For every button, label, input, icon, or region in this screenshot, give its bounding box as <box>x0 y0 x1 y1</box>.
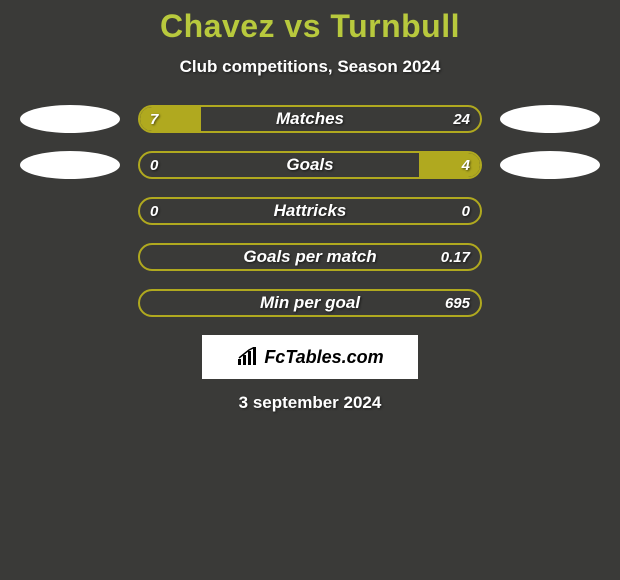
stat-value-right: 0.17 <box>441 245 470 269</box>
bars-icon <box>236 347 260 367</box>
stat-label: Matches <box>140 107 480 131</box>
spacer <box>500 243 600 271</box>
stat-bar: Goals per match0.17 <box>138 243 482 271</box>
player-badge-right <box>500 105 600 133</box>
comparison-row: 7Matches24 <box>0 105 620 133</box>
stat-bar: 7Matches24 <box>138 105 482 133</box>
stat-bar: 0Hattricks0 <box>138 197 482 225</box>
comparison-row: Goals per match0.17 <box>0 243 620 271</box>
logo-text: FcTables.com <box>264 347 383 368</box>
stat-value-right: 4 <box>462 153 470 177</box>
player-badge-left <box>20 105 120 133</box>
spacer <box>20 243 120 271</box>
spacer <box>500 289 600 317</box>
spacer <box>20 197 120 225</box>
logo: FcTables.com <box>236 347 383 368</box>
spacer <box>500 197 600 225</box>
comparison-infographic: Chavez vs Turnbull Club competitions, Se… <box>0 0 620 413</box>
player-badge-right <box>500 151 600 179</box>
subtitle: Club competitions, Season 2024 <box>0 57 620 77</box>
stat-bar: 0Goals4 <box>138 151 482 179</box>
stat-bar: Min per goal695 <box>138 289 482 317</box>
stat-value-right: 0 <box>462 199 470 223</box>
page-title: Chavez vs Turnbull <box>0 8 620 45</box>
stat-value-right: 695 <box>445 291 470 315</box>
comparison-row: 0Goals4 <box>0 151 620 179</box>
stat-label: Hattricks <box>140 199 480 223</box>
player-badge-left <box>20 151 120 179</box>
comparison-row: Min per goal695 <box>0 289 620 317</box>
stat-label: Goals per match <box>140 245 480 269</box>
comparison-row: 0Hattricks0 <box>0 197 620 225</box>
stat-value-right: 24 <box>453 107 470 131</box>
comparison-rows: 7Matches240Goals40Hattricks0Goals per ma… <box>0 105 620 317</box>
date: 3 september 2024 <box>0 393 620 413</box>
spacer <box>20 289 120 317</box>
stat-label: Goals <box>140 153 480 177</box>
stat-label: Min per goal <box>140 291 480 315</box>
logo-box: FcTables.com <box>202 335 418 379</box>
